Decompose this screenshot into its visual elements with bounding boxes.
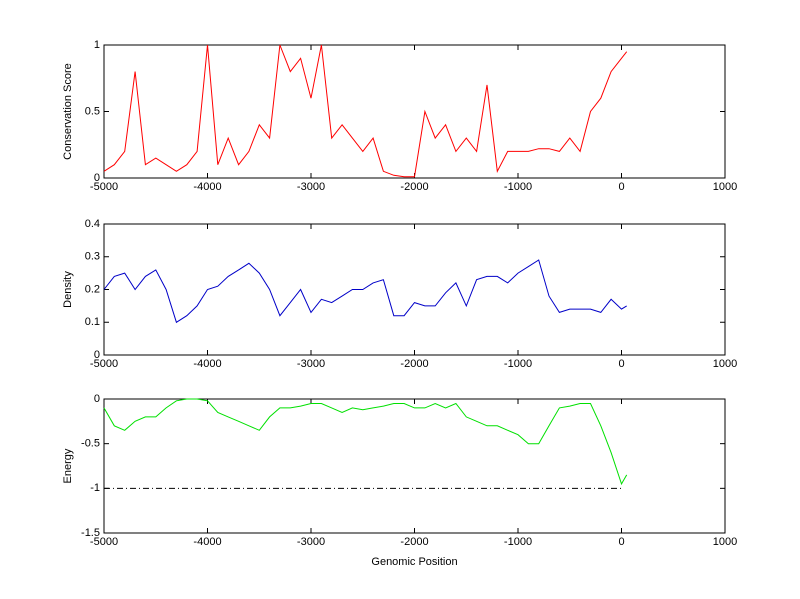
x-tick-label: -4000 xyxy=(193,536,221,548)
y-tick-label: -1 xyxy=(90,482,100,494)
x-tick-label: -2000 xyxy=(400,181,428,193)
x-tick-label: -3000 xyxy=(297,181,325,193)
y-tick-label: 0.4 xyxy=(85,218,100,230)
x-tick-label: -1000 xyxy=(504,358,532,370)
x-axis-label: Genomic Position xyxy=(371,556,457,568)
x-tick-label: -2000 xyxy=(400,358,428,370)
y-tick-label: -0.5 xyxy=(81,438,100,450)
x-tick-label: -1000 xyxy=(504,536,532,548)
x-tick-label: -1000 xyxy=(504,181,532,193)
x-tick-label: 0 xyxy=(618,536,624,548)
data-line xyxy=(103,44,628,178)
x-tick-label: 1000 xyxy=(713,181,737,193)
y-axis-label: Energy xyxy=(62,448,74,483)
axes-frame xyxy=(103,44,726,179)
y-tick-label: 0 xyxy=(94,393,100,405)
x-tick-label: -3000 xyxy=(297,536,325,548)
y-axis-label: Conservation Score xyxy=(62,63,74,160)
x-tick-label: -3000 xyxy=(297,358,325,370)
x-tick-label: 0 xyxy=(618,358,624,370)
x-tick-label: -5000 xyxy=(90,358,118,370)
x-tick-label: 1000 xyxy=(713,358,737,370)
y-tick-label: 0 xyxy=(94,349,100,361)
data-line xyxy=(103,398,628,486)
y-tick-label: 0.2 xyxy=(85,283,100,295)
axes-frame xyxy=(103,398,726,534)
x-tick-label: -2000 xyxy=(400,536,428,548)
y-tick-label: 0.3 xyxy=(85,251,100,263)
y-tick-label: 0 xyxy=(94,172,100,184)
x-tick-label: -4000 xyxy=(193,358,221,370)
y-tick-label: 0.1 xyxy=(85,316,100,328)
y-axis-label: Density xyxy=(62,271,74,308)
y-tick-label: 1 xyxy=(94,39,100,51)
x-tick-label: -4000 xyxy=(193,181,221,193)
y-tick-label: -1.5 xyxy=(81,527,100,539)
x-tick-label: -5000 xyxy=(90,536,118,548)
x-tick-label: 0 xyxy=(618,181,624,193)
data-line xyxy=(103,259,627,324)
x-tick-label: 1000 xyxy=(713,536,737,548)
y-tick-label: 0.5 xyxy=(85,105,100,117)
axes-frame xyxy=(103,223,726,356)
x-tick-label: -5000 xyxy=(90,181,118,193)
